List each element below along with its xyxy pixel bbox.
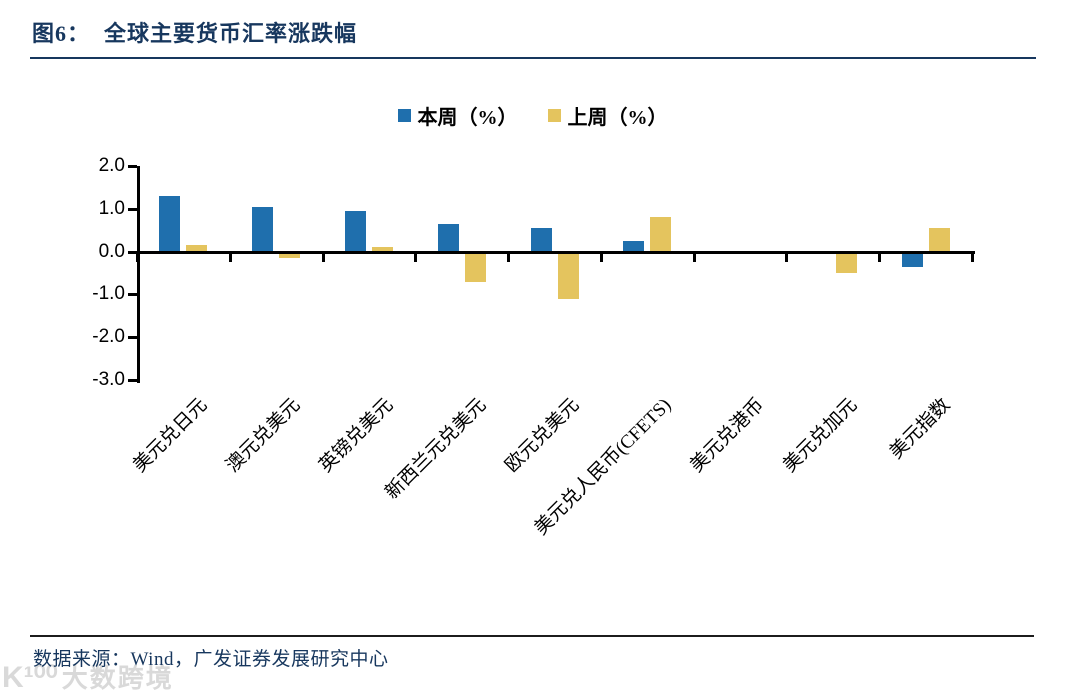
x-axis-category-label: 美元指数 — [885, 394, 954, 464]
y-axis-tick — [128, 165, 137, 168]
x-axis-zero-line — [137, 250, 975, 254]
watermark: K¹⁰⁰ 大数跨境 — [2, 658, 174, 695]
x-axis-tick — [878, 252, 882, 262]
legend-item-last-week: 上周（%） — [547, 101, 668, 130]
bar-this-week-1 — [252, 206, 274, 252]
y-axis-tick-label: 0.0 — [98, 240, 125, 262]
x-axis-tick — [414, 252, 418, 262]
x-axis-tick — [971, 252, 974, 262]
bar-last-week-1 — [279, 251, 301, 258]
bar-last-week-8 — [928, 228, 950, 252]
y-axis-tick — [128, 250, 137, 254]
figure-title: 图6： 全球主要货币汇率涨跌幅 — [32, 16, 357, 48]
bar-last-week-5 — [650, 217, 672, 252]
y-axis-tick-label: -1.0 — [92, 283, 125, 305]
y-axis-tick — [128, 207, 137, 211]
bar-last-week-2 — [371, 247, 393, 252]
watermark-logo: K¹⁰⁰ — [2, 661, 58, 694]
bar-this-week-8 — [901, 251, 923, 267]
legend-swatch-icon — [397, 109, 411, 122]
y-axis-tick-label: -3.0 — [92, 369, 125, 390]
x-axis-tick — [321, 252, 325, 262]
bar-last-week-3 — [464, 251, 486, 282]
legend-label: 本周（%） — [417, 107, 518, 129]
title-rule — [30, 57, 1036, 59]
legend-label: 上周（%） — [567, 107, 668, 129]
x-axis-tick — [785, 252, 789, 262]
bar-this-week-3 — [437, 223, 459, 252]
y-axis-tick-label: 1.0 — [98, 197, 125, 219]
bar-this-week-2 — [344, 210, 366, 252]
bar-last-week-0 — [186, 245, 208, 252]
y-axis-tick — [128, 293, 137, 297]
figure-number: 图6： — [32, 21, 91, 46]
x-axis-tick — [692, 252, 696, 262]
bar-this-week-4 — [530, 228, 552, 252]
data-source-text: 数据来源：Wind，广发证券发展研究中心 — [33, 649, 389, 670]
x-axis-tick — [228, 252, 232, 262]
bar-last-week-7 — [835, 251, 857, 273]
bar-this-week-5 — [623, 240, 645, 252]
chart-legend: 本周（%） 上周（%） — [0, 101, 1065, 130]
y-axis-tick — [128, 379, 137, 382]
x-axis-tick — [507, 252, 511, 262]
bar-last-week-4 — [557, 251, 579, 299]
figure-title-text: 全球主要货币汇率涨跌幅 — [104, 21, 358, 46]
watermark-text: 大数跨境 — [61, 663, 174, 693]
x-axis-tick — [136, 252, 139, 262]
legend-swatch-icon — [547, 109, 561, 122]
footer-rule — [30, 635, 1034, 637]
y-axis-tick — [128, 336, 137, 340]
y-axis-line — [137, 166, 140, 383]
x-axis-tick — [599, 252, 603, 262]
y-axis-tick-label: 2.0 — [98, 155, 125, 176]
y-axis-tick-label: -2.0 — [92, 326, 125, 348]
legend-item-this-week: 本周（%） — [397, 101, 518, 130]
bar-this-week-0 — [159, 195, 181, 252]
